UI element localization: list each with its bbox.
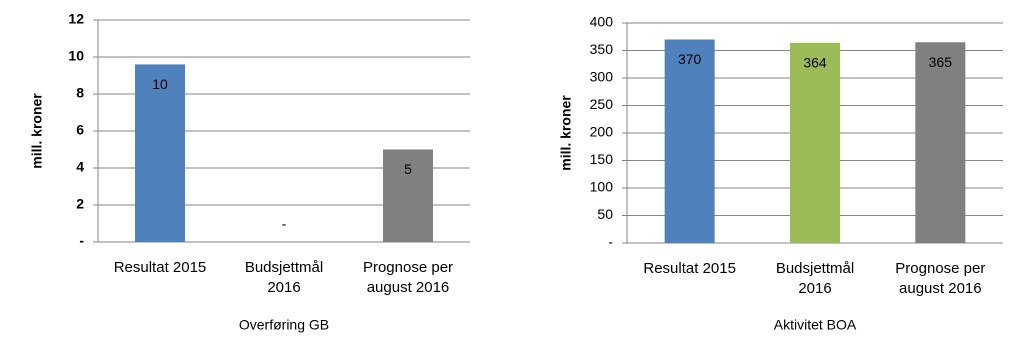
data-label: 365 bbox=[929, 54, 953, 70]
x-tick-label: Budsjettmål 2016 bbox=[776, 260, 854, 297]
data-label: 5 bbox=[404, 161, 412, 177]
data-label: 10 bbox=[152, 76, 168, 92]
data-label: - bbox=[282, 216, 287, 232]
y-tick-label: 12 bbox=[68, 11, 84, 27]
x-tick-label: Resultat 2015 bbox=[114, 259, 207, 276]
y-tick-label: 4 bbox=[76, 159, 84, 175]
x-tick-label: Prognose per august 2016 bbox=[895, 260, 985, 297]
x-tick-label: Budsjettmål 2016 bbox=[245, 259, 323, 296]
x-tick-label: Resultat 2015 bbox=[643, 260, 736, 277]
y-tick-label: - bbox=[608, 234, 613, 250]
x-axis-title: Aktivitet BOA bbox=[774, 317, 857, 333]
bar bbox=[135, 64, 185, 243]
y-tick-label: 100 bbox=[590, 179, 614, 195]
data-label: 370 bbox=[678, 51, 702, 67]
y-axis-title: mill. kroner bbox=[29, 93, 45, 169]
y-tick-label: - bbox=[79, 233, 84, 249]
bar bbox=[383, 149, 433, 242]
y-tick-label: 200 bbox=[590, 124, 614, 140]
y-axis-title: mill. kroner bbox=[558, 95, 574, 171]
bar bbox=[915, 42, 966, 243]
x-tick-label: Prognose per august 2016 bbox=[363, 259, 453, 296]
y-tick-label: 10 bbox=[68, 48, 84, 64]
y-tick-label: 250 bbox=[590, 96, 614, 112]
y-tick-label: 50 bbox=[597, 206, 613, 222]
bar bbox=[664, 39, 715, 243]
data-label: 364 bbox=[803, 55, 827, 71]
y-tick-label: 350 bbox=[590, 41, 614, 57]
bar bbox=[790, 42, 840, 243]
y-tick-label: 8 bbox=[76, 85, 84, 101]
y-tick-label: 400 bbox=[590, 14, 614, 30]
y-tick-label: 150 bbox=[590, 151, 614, 167]
y-tick-label: 300 bbox=[590, 69, 614, 85]
y-tick-label: 6 bbox=[76, 122, 84, 138]
x-axis-title: Overføring GB bbox=[239, 317, 329, 333]
y-tick-label: 2 bbox=[76, 196, 84, 212]
